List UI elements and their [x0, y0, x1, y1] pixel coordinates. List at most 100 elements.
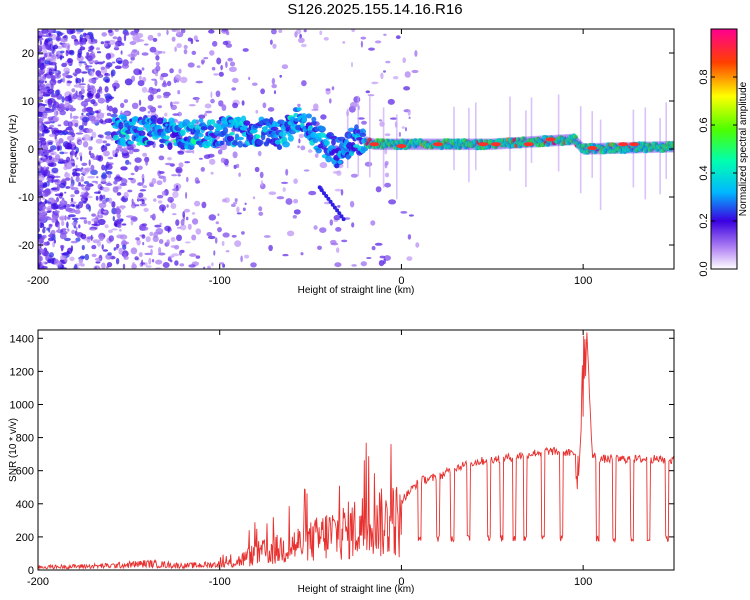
heatmap-cell	[38, 204, 46, 211]
heatmap-cell	[49, 232, 53, 239]
heatmap-cell	[280, 181, 289, 184]
heatmap-cell	[38, 170, 41, 174]
heatmap-cell	[38, 81, 42, 88]
heatmap-cell	[201, 201, 207, 209]
heatmap-cell	[184, 241, 191, 244]
heatmap-cell	[114, 208, 122, 215]
heatmap-cell	[118, 121, 124, 130]
heatmap-cell	[374, 242, 383, 246]
heatmap-cell	[203, 154, 211, 159]
heatmap-cell	[325, 155, 332, 163]
heatmap-cell	[232, 77, 239, 84]
heatmap-cell	[167, 196, 174, 203]
heatmap-cell	[233, 139, 238, 144]
heatmap-cell	[155, 259, 163, 265]
heatmap-cell	[67, 44, 70, 52]
heatmap-cell	[100, 66, 106, 70]
heatmap-cell	[407, 234, 412, 240]
heatmap-cell	[42, 91, 46, 97]
heatmap-cell	[257, 150, 262, 157]
heatmap-cell	[191, 119, 198, 124]
heatmap-cell	[267, 107, 275, 112]
heatmap-cell	[40, 265, 48, 269]
heatmap-cell	[38, 233, 43, 239]
heatmap-cell	[324, 194, 329, 198]
heatmap-cell	[147, 90, 155, 93]
heatmap-cell	[193, 134, 200, 140]
heatmap-cell	[255, 109, 259, 114]
heatmap-cell	[629, 142, 639, 147]
heatmap-cell	[237, 140, 243, 148]
heatmap-cell	[214, 237, 218, 244]
heatmap-cell	[51, 167, 59, 173]
heatmap-cell	[238, 172, 241, 177]
colorbar-tick-label: 0.4	[698, 165, 710, 180]
heatmap-cell	[147, 105, 154, 110]
heatmap-cell	[38, 218, 42, 223]
heatmap-cell	[98, 202, 107, 209]
heatmap-cell	[110, 113, 118, 118]
heatmap-cell	[296, 29, 302, 35]
heatmap-cell	[50, 200, 58, 204]
heatmap-cell	[187, 223, 192, 230]
heatmap-cell	[665, 102, 667, 179]
heatmap-cell	[38, 137, 47, 141]
heatmap-cell	[121, 42, 125, 46]
heatmap-cell	[149, 183, 155, 188]
heatmap-cell	[96, 154, 99, 160]
heatmap-cell	[198, 114, 206, 120]
heatmap-cell	[210, 98, 215, 104]
heatmap-cell	[545, 142, 551, 148]
heatmap-cell	[231, 234, 237, 238]
heatmap-cell	[270, 126, 279, 131]
heatmap-cell	[126, 215, 134, 218]
heatmap-cell	[243, 120, 251, 126]
heatmap-cell	[59, 151, 65, 155]
heatmap-cell	[379, 255, 386, 259]
heatmap-cell	[39, 164, 42, 171]
heatmap-cell	[78, 125, 84, 131]
heatmap-cell	[172, 191, 179, 199]
heatmap-cell	[188, 264, 196, 268]
heatmap-cell	[38, 210, 47, 216]
heatmap-cell	[68, 214, 76, 218]
heatmap-cell	[112, 149, 116, 157]
heatmap-cell	[78, 224, 81, 229]
heatmap-cell	[127, 189, 133, 193]
heatmap-cell	[179, 76, 188, 84]
heatmap-cell	[76, 31, 81, 35]
heatmap-cell	[268, 244, 273, 252]
heatmap-cell	[234, 198, 238, 203]
heatmap-cell	[218, 100, 224, 107]
colorbar-tick-label: 0.2	[698, 213, 710, 228]
heatmap-cell	[86, 52, 90, 56]
heatmap-cell	[226, 135, 235, 142]
heatmap-cell	[351, 29, 356, 33]
heatmap-cell	[57, 79, 62, 84]
heatmap-cell	[122, 112, 129, 115]
heatmap-cell	[384, 160, 389, 166]
heatmap-cell	[209, 158, 216, 165]
heatmap-cell	[378, 119, 383, 122]
heatmap-cell	[105, 64, 111, 69]
heatmap-cell	[145, 265, 152, 268]
heatmap-cell	[301, 113, 307, 120]
heatmap-cell	[396, 114, 398, 200]
heatmap-cell	[49, 52, 52, 57]
snr-series-line	[38, 332, 674, 570]
heatmap-cell	[130, 247, 138, 255]
heatmap-cell	[191, 212, 196, 215]
heatmap-cell	[61, 228, 67, 231]
heatmap-cell	[45, 107, 51, 111]
heatmap-cell	[125, 133, 130, 140]
heatmap-cell	[38, 117, 44, 123]
heatmap-cell	[61, 98, 68, 101]
heatmap-cell	[38, 111, 43, 118]
heatmap-cell	[53, 258, 59, 264]
heatmap-cell	[203, 57, 209, 60]
heatmap-cell	[222, 127, 229, 134]
heatmap-cell	[191, 50, 197, 56]
heatmap-cell	[334, 163, 340, 169]
heatmap-cell	[333, 214, 341, 221]
